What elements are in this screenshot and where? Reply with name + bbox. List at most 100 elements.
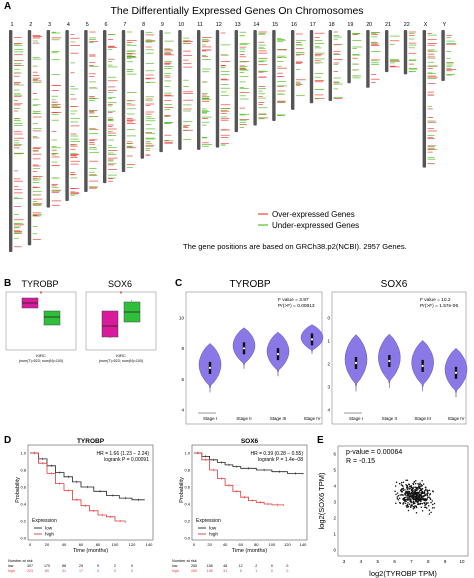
scatter-point (414, 505, 417, 507)
km-xtick: 140 (146, 542, 153, 547)
km-xtick: 100 (112, 542, 119, 547)
chromosome-12 (215, 30, 220, 148)
scatter-point (426, 491, 429, 493)
km-at-risk-high-value: 0 (114, 569, 116, 573)
scatter-point (416, 491, 418, 494)
km-at-risk-high-value: 138 (207, 569, 213, 573)
scatter-ytick: 4 (333, 484, 336, 489)
scatter-ytick: 1 (333, 532, 336, 537)
scatter-point (413, 506, 416, 509)
scatter-point (422, 497, 424, 499)
chromosome-2 (27, 30, 32, 246)
scatter-point (420, 495, 422, 497)
scatter-point (421, 480, 423, 482)
km-xtick: 120 (284, 542, 291, 547)
scatter-point (429, 497, 431, 499)
scatter-point (406, 496, 408, 498)
scatter-frame (337, 445, 469, 557)
km-at-risk-low-value: 2 (255, 564, 257, 568)
scatter-point (406, 506, 408, 508)
scatter-point (413, 486, 415, 488)
chromosome-map (9, 30, 457, 252)
violin-ytick: 0 (327, 316, 330, 321)
scatter-point (411, 496, 413, 499)
scatter-point (426, 502, 428, 504)
km-logrank: logrank P = 0.00091 (104, 457, 149, 463)
chromosome-9 (159, 30, 163, 153)
km-xtick: 140 (300, 542, 307, 547)
violin-median (208, 366, 212, 369)
scatter-point (420, 499, 422, 502)
scatter-point (431, 507, 434, 509)
scatter-point (420, 506, 423, 509)
scatter-point (412, 501, 415, 503)
scatter-point (399, 502, 402, 504)
scatter-point (410, 486, 413, 489)
km-at-risk-low-value: 307 (27, 564, 33, 568)
scatter-point (410, 499, 412, 502)
scatter-point (405, 484, 407, 486)
scatter-xtick: 8 (427, 559, 430, 564)
panel-c: C TYROBP SOX6 F value = 3.97 Pr(>F) = 0.… (175, 278, 468, 425)
scatter-point (417, 482, 419, 485)
scatter-ytick: 0 (333, 548, 336, 553)
km-at-risk-high-value: 17 (79, 569, 83, 573)
scatter-point (406, 494, 409, 496)
scatter-point (396, 496, 399, 498)
km-xtick: 100 (269, 542, 276, 547)
km-at-risk-low-value: 9 (97, 564, 99, 568)
km-at-risk-low-value: 158 (207, 564, 213, 568)
violin-stage-label: Stage I (349, 416, 363, 421)
panel-a-title: The Differentially Expressed Genes On Ch… (110, 5, 363, 17)
scatter-point (430, 501, 432, 504)
scatter-point (419, 489, 421, 492)
km-at-risk-high-value: 0 (286, 569, 288, 573)
km-at-risk-high-value: 265 (191, 569, 197, 573)
scatter-point (418, 483, 421, 486)
km-ytick: 1.0 (184, 451, 190, 456)
km-at-risk-high-value: 5 (240, 569, 242, 573)
km-at-risk-high-value: 80 (45, 569, 49, 573)
scatter-point (416, 489, 418, 491)
violin-median (310, 338, 314, 341)
scatter-point (423, 494, 425, 497)
scatter-point (415, 498, 417, 500)
km-curve-low (194, 452, 304, 475)
scatter-ytick: 3 (333, 500, 336, 505)
violin-stage-label: Stage III (270, 416, 286, 421)
km-at-risk-high-label: high (172, 569, 179, 573)
scatter-point (398, 482, 401, 485)
scatter-point (426, 497, 428, 500)
scatter-point (420, 484, 422, 486)
scatter-point (411, 503, 413, 506)
panel-b: B TYROBP SOX6 * * KIRC (num(T)=523; num(… (4, 278, 157, 363)
scatter-point (433, 502, 436, 505)
scatter-ytick: 5 (333, 468, 336, 473)
scatter-point (421, 490, 423, 493)
chromosome-X (422, 30, 426, 168)
violin-stage-label: Stage I (203, 416, 217, 421)
km-ylabel: Probability (179, 477, 185, 503)
km-frame (27, 444, 154, 541)
scatter-point (425, 503, 427, 506)
scatter-point (408, 490, 411, 493)
chromosome-19 (347, 30, 351, 84)
km-at-risk-low-value: 170 (44, 564, 50, 568)
scatter-point (414, 491, 416, 494)
chromosome-16 (291, 30, 295, 110)
chromosome-10 (178, 30, 182, 150)
km-xtick: 20 (45, 542, 50, 547)
boxplot-frame-tyrobp (5, 291, 77, 351)
chromosome-label-6: 6 (105, 22, 108, 28)
scatter-point (417, 499, 420, 502)
chromosome-label-13: 13 (235, 22, 241, 28)
km-xtick: 80 (254, 542, 259, 547)
panel-d-label: D (4, 435, 11, 446)
km-legend-title: Expression (32, 518, 57, 524)
scatter-point (422, 495, 424, 498)
scatter-point (399, 494, 401, 496)
scatter-point (427, 505, 430, 507)
scatter-point (423, 498, 425, 500)
scatter-point (409, 485, 411, 487)
